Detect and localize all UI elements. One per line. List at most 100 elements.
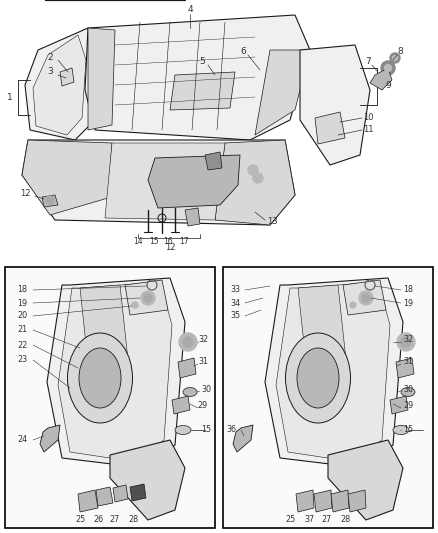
Polygon shape [265, 278, 403, 468]
Ellipse shape [401, 387, 415, 397]
Polygon shape [88, 28, 115, 130]
Ellipse shape [297, 348, 339, 408]
Text: 10: 10 [363, 114, 373, 123]
Polygon shape [255, 50, 310, 135]
Text: 32: 32 [198, 335, 208, 344]
Text: 15: 15 [201, 425, 211, 434]
Text: 30: 30 [201, 385, 211, 394]
Polygon shape [185, 208, 200, 226]
Text: 33: 33 [230, 286, 240, 295]
Polygon shape [343, 280, 386, 315]
Text: 36: 36 [226, 425, 236, 434]
Polygon shape [390, 396, 408, 414]
Text: 16: 16 [163, 238, 173, 246]
Polygon shape [205, 152, 222, 170]
Text: 27: 27 [322, 515, 332, 524]
Text: 28: 28 [128, 515, 138, 524]
Polygon shape [40, 425, 60, 452]
Text: 6: 6 [240, 47, 246, 56]
Text: 19: 19 [17, 298, 27, 308]
Text: 2: 2 [47, 52, 53, 61]
Circle shape [385, 64, 392, 71]
Polygon shape [130, 484, 146, 501]
Text: 29: 29 [403, 401, 413, 410]
Circle shape [359, 291, 373, 305]
Polygon shape [78, 490, 98, 512]
Circle shape [350, 302, 356, 308]
Polygon shape [60, 68, 74, 86]
Polygon shape [170, 72, 235, 110]
Text: 17: 17 [179, 238, 189, 246]
Text: 21: 21 [17, 326, 27, 335]
Text: 15: 15 [149, 238, 159, 246]
Polygon shape [328, 440, 403, 520]
Polygon shape [113, 485, 128, 502]
Text: 31: 31 [403, 358, 413, 367]
Circle shape [390, 53, 400, 63]
Circle shape [144, 294, 152, 302]
Ellipse shape [183, 387, 197, 397]
Polygon shape [25, 28, 100, 140]
Polygon shape [42, 195, 58, 207]
Polygon shape [296, 490, 314, 512]
Text: 12: 12 [165, 244, 175, 253]
Text: 14: 14 [133, 238, 143, 246]
Text: 35: 35 [230, 311, 240, 320]
Circle shape [401, 337, 411, 347]
Text: 23: 23 [17, 356, 27, 365]
Text: 22: 22 [17, 341, 27, 350]
Text: 20: 20 [17, 311, 27, 320]
Text: 32: 32 [403, 335, 413, 344]
Ellipse shape [67, 333, 133, 423]
Polygon shape [172, 396, 190, 414]
Text: 27: 27 [110, 515, 120, 524]
Text: 13: 13 [267, 217, 277, 227]
Circle shape [179, 333, 197, 351]
Polygon shape [178, 358, 196, 378]
Text: 7: 7 [365, 58, 371, 67]
Text: 24: 24 [17, 435, 27, 445]
Text: 5: 5 [199, 58, 205, 67]
Polygon shape [125, 280, 168, 315]
Polygon shape [85, 15, 310, 140]
Ellipse shape [286, 333, 350, 423]
Text: 25: 25 [75, 515, 85, 524]
Polygon shape [22, 140, 112, 215]
Polygon shape [58, 282, 172, 462]
Polygon shape [315, 112, 345, 144]
Text: 37: 37 [304, 515, 314, 524]
Polygon shape [22, 140, 295, 225]
Polygon shape [314, 490, 332, 512]
Polygon shape [47, 278, 185, 468]
Text: 11: 11 [363, 125, 373, 134]
Polygon shape [300, 45, 370, 165]
Polygon shape [33, 35, 86, 135]
Polygon shape [348, 490, 366, 512]
Ellipse shape [393, 425, 409, 434]
Polygon shape [370, 68, 392, 90]
Circle shape [248, 165, 258, 175]
Polygon shape [80, 285, 128, 363]
Text: 1: 1 [7, 93, 13, 101]
Circle shape [132, 302, 138, 308]
Ellipse shape [79, 348, 121, 408]
Circle shape [381, 61, 395, 75]
Circle shape [141, 291, 155, 305]
Text: 9: 9 [385, 82, 391, 91]
Text: 18: 18 [403, 286, 413, 295]
Text: 15: 15 [403, 425, 413, 434]
Polygon shape [276, 282, 390, 462]
Text: 29: 29 [198, 401, 208, 410]
Text: 30: 30 [403, 385, 413, 394]
Polygon shape [110, 440, 185, 520]
Text: 19: 19 [403, 298, 413, 308]
Text: 3: 3 [47, 68, 53, 77]
Text: 18: 18 [17, 286, 27, 295]
Polygon shape [148, 155, 240, 208]
Circle shape [397, 333, 415, 351]
Text: 34: 34 [230, 298, 240, 308]
Text: 8: 8 [397, 47, 403, 56]
Polygon shape [105, 143, 225, 220]
Text: 12: 12 [20, 189, 30, 198]
Bar [5, 267, 215, 528]
